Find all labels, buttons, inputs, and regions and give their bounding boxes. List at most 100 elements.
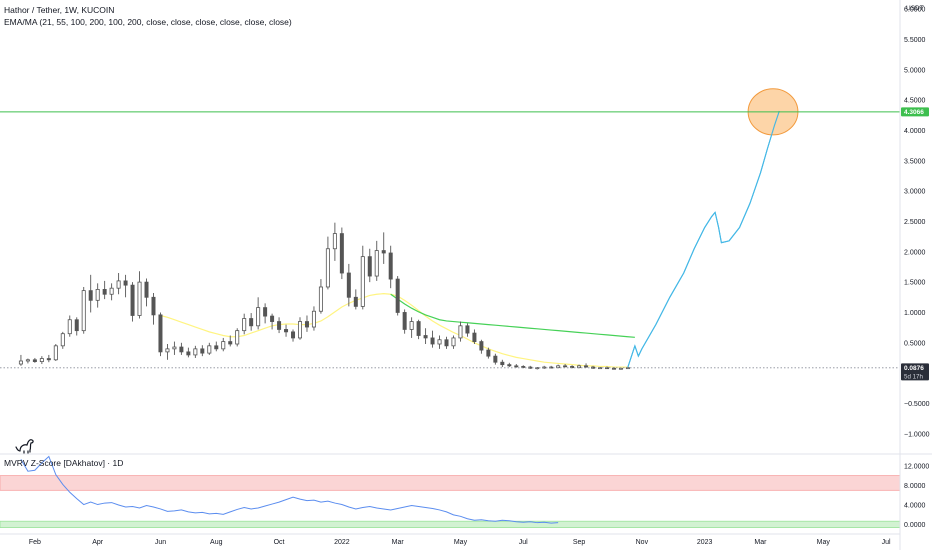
- candle-body[interactable]: [423, 335, 428, 339]
- candle-body[interactable]: [60, 333, 65, 347]
- candle-body[interactable]: [360, 256, 365, 307]
- candle-body[interactable]: [618, 367, 623, 370]
- candle-body[interactable]: [409, 321, 414, 330]
- candle-body[interactable]: [102, 289, 107, 295]
- candle-body[interactable]: [451, 337, 456, 347]
- candle-body[interactable]: [116, 280, 121, 289]
- candle-body[interactable]: [53, 345, 58, 361]
- candle-body[interactable]: [249, 318, 254, 327]
- candle-body[interactable]: [465, 325, 470, 334]
- price-tick-label: 6.0000: [904, 7, 926, 14]
- candle-body[interactable]: [479, 341, 484, 351]
- candle-body[interactable]: [332, 233, 337, 250]
- candle-body[interactable]: [137, 281, 142, 316]
- candle-body[interactable]: [353, 296, 358, 307]
- time-tick-label: Jun: [155, 539, 166, 546]
- candle-body[interactable]: [291, 331, 296, 339]
- candle-body[interactable]: [39, 358, 44, 362]
- candle-body[interactable]: [221, 341, 226, 350]
- candle-body[interactable]: [263, 307, 268, 317]
- candle-body[interactable]: [311, 310, 316, 328]
- symbol-legend[interactable]: Hathor / Tether, 1W, KUCOIN: [4, 5, 115, 15]
- candle-body[interactable]: [123, 280, 128, 286]
- candle-body[interactable]: [109, 287, 114, 295]
- candle-body[interactable]: [172, 346, 177, 350]
- candle-body[interactable]: [32, 359, 37, 363]
- candle-body[interactable]: [346, 272, 351, 298]
- time-tick-label: Oct: [274, 539, 285, 546]
- candle-body[interactable]: [297, 321, 302, 339]
- candle-body[interactable]: [214, 345, 219, 350]
- candle-body[interactable]: [402, 312, 407, 330]
- candle-body[interactable]: [458, 325, 463, 339]
- candle-body[interactable]: [500, 361, 505, 366]
- dinosaur-logo-icon: [15, 439, 34, 454]
- candle-body[interactable]: [18, 360, 23, 365]
- candle-body[interactable]: [270, 315, 275, 322]
- price-level-label-bg: [901, 363, 929, 381]
- candle-body[interactable]: [25, 359, 30, 362]
- candle-body[interactable]: [81, 290, 86, 332]
- time-tick-label: Jul: [882, 539, 891, 546]
- candle-body[interactable]: [611, 367, 616, 370]
- candle-body[interactable]: [591, 366, 596, 369]
- candle-body[interactable]: [284, 329, 289, 333]
- candle-body[interactable]: [486, 349, 491, 357]
- candle-body[interactable]: [507, 364, 512, 367]
- candle-body[interactable]: [228, 341, 233, 345]
- candle-body[interactable]: [193, 348, 198, 356]
- candle-body[interactable]: [444, 339, 449, 347]
- candle-body[interactable]: [584, 365, 589, 368]
- candle-body[interactable]: [325, 248, 330, 288]
- candle-body[interactable]: [88, 290, 93, 301]
- candle-body[interactable]: [256, 307, 261, 327]
- candle-body[interactable]: [570, 366, 575, 369]
- candle-body[interactable]: [374, 250, 379, 277]
- candle-body[interactable]: [67, 319, 72, 335]
- candle-body[interactable]: [416, 321, 421, 336]
- candle-body[interactable]: [242, 318, 247, 332]
- candle-body[interactable]: [200, 348, 205, 354]
- indicator-legend[interactable]: EMA/MA (21, 55, 100, 200, 100, 200, clos…: [4, 17, 292, 27]
- candle-body[interactable]: [367, 256, 372, 277]
- candle-body[interactable]: [235, 330, 240, 345]
- candle-body[interactable]: [277, 321, 282, 330]
- candle-body[interactable]: [493, 355, 498, 363]
- candle-body[interactable]: [130, 284, 135, 316]
- oscillator-legend[interactable]: MVRV Z-Score [DAkhatov] · 1D: [4, 458, 124, 468]
- candle-body[interactable]: [388, 252, 393, 280]
- candle-body[interactable]: [207, 345, 212, 354]
- price-level-label: 4.3066: [904, 109, 924, 116]
- candle-body[interactable]: [144, 281, 149, 298]
- candle-body[interactable]: [577, 365, 582, 369]
- time-tick-label: Apr: [92, 539, 104, 546]
- candle-body[interactable]: [437, 339, 442, 345]
- price-tick-label: 2.0000: [904, 249, 926, 256]
- candle-body[interactable]: [339, 233, 344, 274]
- time-tick-label: May: [454, 539, 468, 546]
- candle-body[interactable]: [186, 351, 191, 356]
- candle-body[interactable]: [318, 286, 323, 312]
- candle-body[interactable]: [556, 365, 561, 369]
- candle-body[interactable]: [179, 346, 184, 353]
- candle-body[interactable]: [95, 289, 100, 301]
- candle-body[interactable]: [381, 250, 386, 254]
- candle-body[interactable]: [158, 314, 163, 353]
- candle-body[interactable]: [521, 366, 526, 368]
- candle-body[interactable]: [563, 365, 568, 368]
- candle-body[interactable]: [472, 332, 477, 342]
- candle-body[interactable]: [304, 321, 309, 328]
- candle-body[interactable]: [74, 319, 79, 332]
- candle-body[interactable]: [151, 296, 156, 316]
- price-tick-label: 1.5000: [904, 280, 926, 287]
- candle-body[interactable]: [165, 348, 170, 353]
- candle-body[interactable]: [514, 365, 519, 368]
- candle-body[interactable]: [46, 358, 51, 361]
- time-tick-label: Aug: [210, 539, 223, 546]
- candle-body[interactable]: [430, 337, 435, 345]
- candle-body[interactable]: [395, 278, 400, 313]
- price-unit-label: USDT: [906, 5, 924, 12]
- oscillator-band: [0, 520, 901, 528]
